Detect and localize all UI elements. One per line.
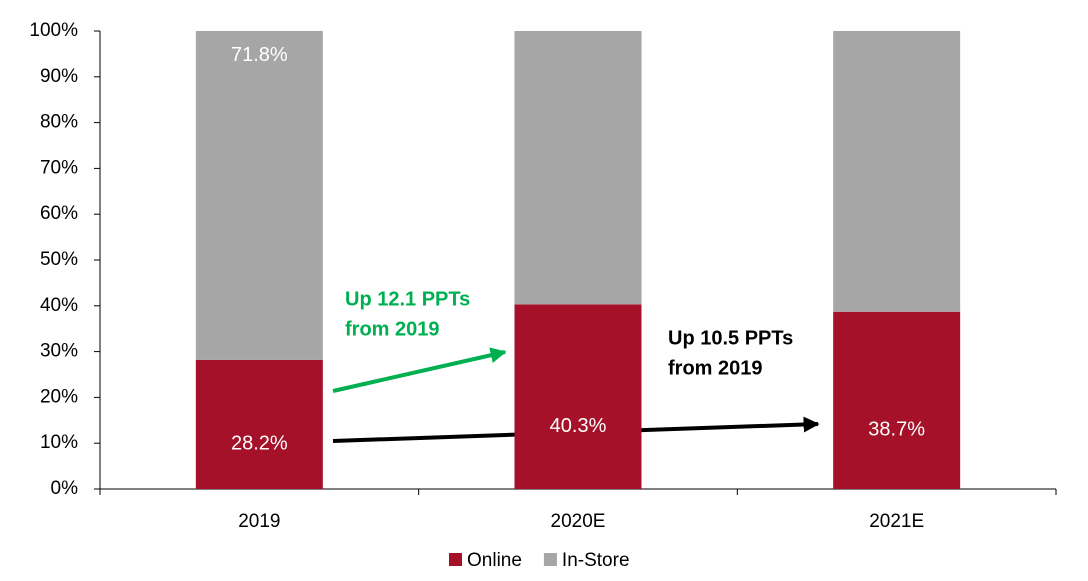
y-tick-label: 10% xyxy=(40,432,78,453)
bar-segment xyxy=(195,31,323,360)
x-tick-label: 2019 xyxy=(238,511,280,532)
y-tick-label: 40% xyxy=(40,295,78,316)
annotation: Up 10.5 PPTs xyxy=(668,327,793,349)
value-label: 28.2% xyxy=(231,433,288,455)
legend-swatch xyxy=(449,553,462,566)
y-tick-label: 90% xyxy=(40,66,78,87)
legend-swatch xyxy=(543,553,557,566)
value-label: 40.3% xyxy=(550,415,607,437)
y-tick-label: 20% xyxy=(40,386,78,407)
x-tick-label: 2020E xyxy=(551,511,606,532)
bar-segment xyxy=(833,31,961,312)
legend-label: Online xyxy=(467,550,522,571)
bar-segment xyxy=(195,359,323,489)
value-label: 38.7% xyxy=(868,419,925,441)
value-label: 61.3% xyxy=(868,0,925,1)
bar-segment xyxy=(514,31,642,305)
y-tick-label: 50% xyxy=(40,249,78,270)
y-tick-label: 70% xyxy=(40,157,78,178)
y-tick-label: 100% xyxy=(29,20,78,41)
y-tick-label: 0% xyxy=(51,478,79,499)
annotation: from 2019 xyxy=(345,318,440,340)
bar-segment xyxy=(514,304,642,489)
x-tick-label: 2021E xyxy=(869,511,924,532)
legend-label: In-Store xyxy=(562,550,630,571)
annotation: Up 12.1 PPTs xyxy=(345,288,470,310)
annotation: from 2019 xyxy=(668,357,763,379)
y-tick-label: 30% xyxy=(40,341,78,362)
arrow xyxy=(332,347,507,393)
bar-segment xyxy=(833,311,961,489)
y-tick-label: 60% xyxy=(40,203,78,224)
y-tick-label: 80% xyxy=(40,112,78,133)
value-label: 71.8% xyxy=(231,44,288,66)
